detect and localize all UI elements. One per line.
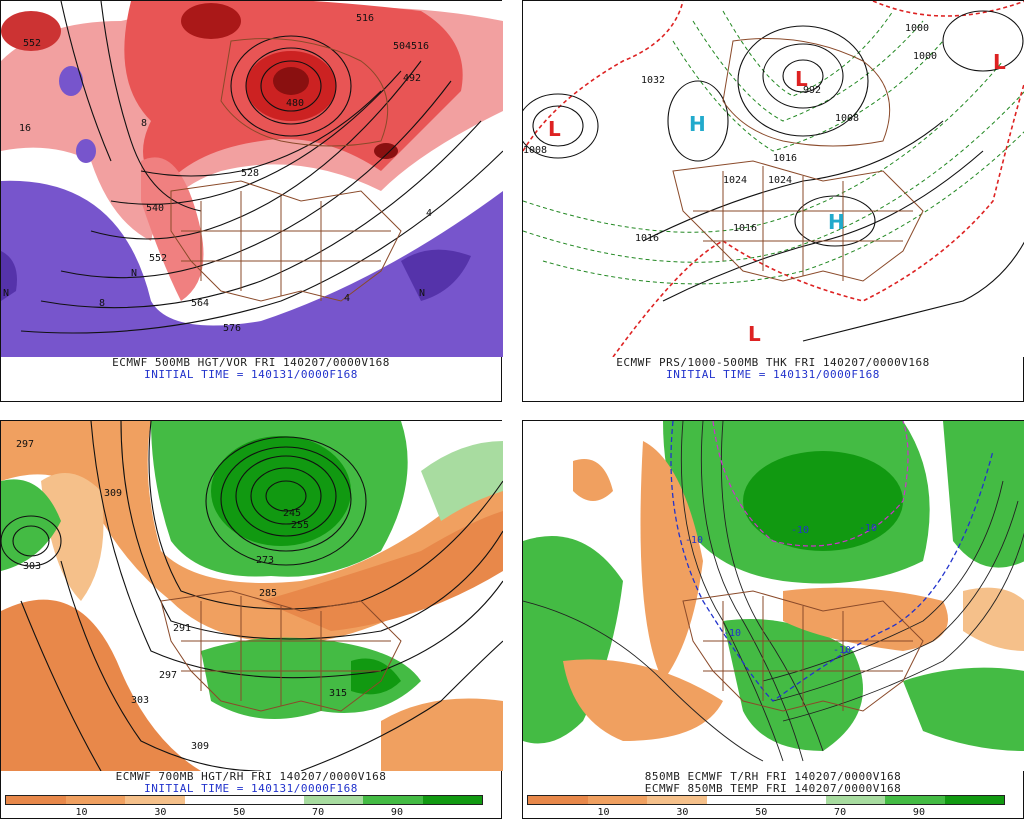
contour-label: 285 [259, 588, 277, 599]
panel-500mb-hgt-vor: 552 504 516 492 480 528 540 552 564 576 … [0, 0, 503, 402]
contour-label: -10 [859, 523, 877, 534]
low-pressure-center: L [993, 50, 1006, 74]
panel-initial-time: INITIAL TIME = 140131/0000F168 [144, 368, 358, 381]
contour-label: 552 [23, 38, 41, 49]
panel-caption: ECMWF 700MB HGT/RH FRI 140207/0000V168 [115, 770, 387, 783]
colorbar-tick: 50 [233, 807, 246, 818]
map-pressure: L H L L H L 1008 1032 992 1000 1008 1016… [523, 1, 1024, 357]
contour-label: N [3, 288, 9, 299]
colorbar-swatch [944, 796, 1004, 804]
colorbar-swatch [766, 796, 826, 804]
high-pressure-center: H [689, 112, 706, 136]
contour-label: 540 [146, 203, 164, 214]
low-pressure-center: L [795, 67, 808, 91]
contour-label: 992 [803, 85, 821, 96]
panel-850mb-t-rh: -10 -10 -10 -10 -10 850MB ECMWF T/RH FRI… [522, 420, 1024, 819]
colorbar-tick: 30 [676, 807, 689, 818]
contour-label: 8 [141, 118, 147, 129]
contour-label: 492 [403, 73, 421, 84]
colorbar-swatch [885, 796, 945, 804]
contour-label: 1008 [523, 145, 547, 156]
colorbar-tick: 70 [312, 807, 325, 818]
contour-label: 4 [426, 208, 432, 219]
low-pressure-center: L [748, 322, 761, 346]
colorbar-tick: 10 [597, 807, 610, 818]
contour-label: 516 [356, 13, 374, 24]
contour-label: 297 [16, 439, 34, 450]
contour-label: 1000 [913, 51, 937, 62]
colorbar-swatch [528, 796, 588, 804]
contour-label: 1016 [635, 233, 659, 244]
contour-label: 516 [411, 41, 429, 52]
low-pressure-center: L [548, 117, 561, 141]
contour-label: 528 [241, 168, 259, 179]
contour-label: 552 [149, 253, 167, 264]
contour-label: 245 [283, 508, 301, 519]
panel-700mb-hgt-rh: 297 309 303 245 255 273 285 291 297 303 … [0, 420, 503, 819]
colorbar-swatch [825, 796, 885, 804]
contour-label: 255 [291, 520, 309, 531]
contour-label: 4 [344, 293, 350, 304]
colorbar-tick: 90 [390, 807, 403, 818]
colorbar [5, 795, 483, 805]
contour-label: 1024 [723, 175, 747, 186]
contour-label: -10 [685, 535, 703, 546]
contour-label: 291 [173, 623, 191, 634]
contour-label: 1016 [733, 223, 757, 234]
contour-label: 16 [19, 123, 31, 134]
contour-label: 273 [256, 555, 274, 566]
contour-label: 1032 [641, 75, 665, 86]
colorbar-tick: 70 [834, 807, 847, 818]
contour-label: -10 [791, 525, 809, 536]
colorbar-swatch [422, 796, 482, 804]
contour-label: 8 [99, 298, 105, 309]
panel-caption-2: ECMWF 850MB TEMP FRI 140207/0000V168 [644, 782, 902, 795]
contour-label: -10 [833, 645, 851, 656]
colorbar-swatch [303, 796, 363, 804]
colorbar-swatch [244, 796, 304, 804]
contour-label: 480 [286, 98, 304, 109]
colorbar-tick: 50 [755, 807, 768, 818]
colorbar-tick: 30 [154, 807, 167, 818]
colorbar-ticks: 10 30 50 70 90 [5, 807, 483, 819]
high-pressure-center: H [828, 210, 845, 234]
colorbar-tick: 90 [912, 807, 925, 818]
map-850mb: -10 -10 -10 -10 -10 [523, 421, 1024, 771]
contour-label: 1000 [905, 23, 929, 34]
colorbar-swatch [647, 796, 707, 804]
contour-label: 1016 [773, 153, 797, 164]
contour-label: 576 [223, 323, 241, 334]
contour-label: 564 [191, 298, 209, 309]
colorbar-swatch [6, 796, 66, 804]
panel-caption: 850MB ECMWF T/RH FRI 140207/0000V168 [644, 770, 902, 783]
colorbar-swatch [65, 796, 125, 804]
contour-label: -10 [723, 628, 741, 639]
contour-label: 1008 [835, 113, 859, 124]
map-500mb: 552 504 516 492 480 528 540 552 564 576 … [1, 1, 503, 357]
panel-prs-thickness: L H L L H L 1008 1032 992 1000 1008 1016… [522, 0, 1024, 402]
colorbar-ticks: 10 30 50 70 90 [527, 807, 1005, 819]
colorbar-swatch [706, 796, 766, 804]
colorbar-tick: 10 [75, 807, 88, 818]
contour-label: N [419, 288, 425, 299]
panel-initial-time: INITIAL TIME = 140131/0000F168 [144, 782, 358, 795]
panel-caption: ECMWF 500MB HGT/VOR FRI 140207/0000V168 [112, 356, 390, 369]
contour-label: 309 [104, 488, 122, 499]
colorbar-swatch [363, 796, 423, 804]
contour-label: 303 [23, 561, 41, 572]
colorbar [527, 795, 1005, 805]
colorbar-swatch [587, 796, 647, 804]
contour-label: 315 [329, 688, 347, 699]
contour-label: 297 [159, 670, 177, 681]
contour-label: 303 [131, 695, 149, 706]
colorbar-swatch [184, 796, 244, 804]
contour-label: N [131, 268, 137, 279]
contour-label: 309 [191, 741, 209, 752]
colorbar-swatch [125, 796, 185, 804]
contour-label: 1024 [768, 175, 792, 186]
contour-label: 504 [393, 41, 411, 52]
panel-initial-time: INITIAL TIME = 140131/0000F168 [666, 368, 880, 381]
map-700mb: 297 309 303 245 255 273 285 291 297 303 … [1, 421, 503, 771]
panel-caption: ECMWF PRS/1000-500MB THK FRI 140207/0000… [616, 356, 930, 369]
